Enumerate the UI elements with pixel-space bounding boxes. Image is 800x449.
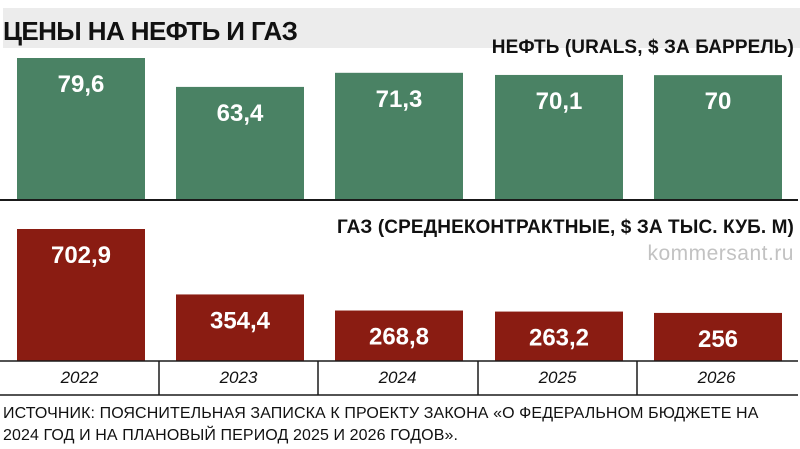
oil-value-label: 63,4	[217, 100, 264, 127]
oil-bar-2024	[335, 72, 463, 200]
oil-value-label: 79,6	[58, 71, 105, 98]
gas-bar-2025	[495, 311, 623, 361]
title-bar: ЦЕНЫ НА НЕФТЬ И ГАЗ	[3, 8, 800, 48]
oil-bar-2025	[495, 74, 623, 200]
oil-bar-2022	[17, 58, 145, 200]
gas-value-label: 263,2	[529, 325, 589, 352]
watermark: kommersant.ru	[647, 242, 794, 265]
gas-value-label: 354,4	[210, 307, 271, 334]
oil-chart-title: НЕФТЬ (URALS, $ ЗА БАРРЕЛЬ)	[491, 37, 794, 58]
oil-value-label: 70	[705, 88, 732, 115]
gas-chart: 702,9 354,4 268,8 263,2 256	[17, 229, 782, 361]
gas-bar-2026	[654, 312, 782, 361]
gas-value-label: 268,8	[369, 324, 429, 351]
x-tick-label: 2022	[60, 368, 99, 387]
x-tick-label: 2025	[538, 368, 577, 387]
oil-bar-2023	[176, 86, 304, 200]
gas-value-label: 702,9	[51, 242, 111, 269]
x-tick-label: 2024	[378, 368, 417, 387]
x-tick-label: 2026	[697, 368, 736, 387]
x-tick-label: 2023	[219, 368, 258, 387]
gas-bar-2023	[176, 294, 304, 361]
oil-chart: 79,6 63,4 71,3 70,1 70	[17, 58, 782, 200]
gas-bar-2024	[335, 310, 463, 361]
axis-dividers	[158, 361, 638, 395]
gas-bar-2022	[17, 229, 145, 361]
oil-bar-2026	[654, 75, 782, 200]
source-note: ИСТОЧНИК: ПОЯСНИТЕЛЬНАЯ ЗАПИСКА К ПРОЕКТ…	[3, 405, 759, 444]
oil-value-label: 70,1	[536, 88, 583, 115]
page-title: ЦЕНЫ НА НЕФТЬ И ГАЗ	[3, 16, 298, 46]
gas-value-label: 256	[698, 326, 738, 353]
oil-value-label: 71,3	[376, 86, 423, 113]
gas-chart-title: ГАЗ (СРЕДНЕКОНТРАКТНЫЕ, $ ЗА ТЫС. КУБ. М…	[336, 217, 794, 238]
